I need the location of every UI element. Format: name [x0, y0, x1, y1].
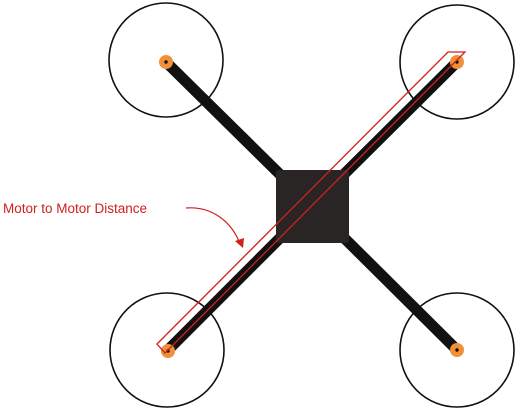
annotation-arrowhead: [235, 238, 244, 248]
motor-top-right: [450, 55, 464, 69]
measurement-box: [156, 51, 467, 354]
propeller-circle-bottom-left: [109, 292, 225, 408]
propeller-circle-bottom-right: [399, 292, 515, 408]
motor-bottom-right: [450, 343, 464, 357]
propeller-circle-top-left: [108, 2, 224, 118]
center-body: [276, 170, 349, 243]
annotation-arrow: [185, 207, 241, 245]
motor-top-left: [159, 55, 173, 69]
propeller-circle-top-right: [399, 4, 515, 120]
annotation-label: Motor to Motor Distance: [3, 201, 147, 216]
